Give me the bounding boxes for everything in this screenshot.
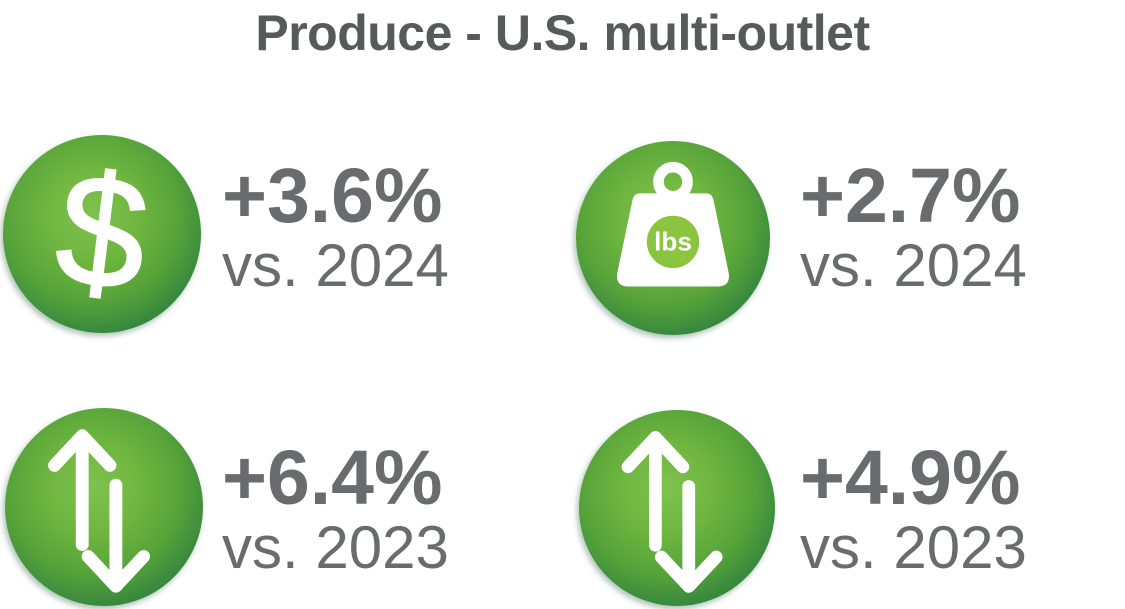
up-arrow-head [48,429,117,472]
down-arrow-head [81,550,151,593]
stat-pounds-vs-2024: +2.7% vs. 2024 [800,158,1027,296]
lbs-label: lbs [654,227,692,257]
up-down-arrows-icon [5,408,203,606]
stat-value: +6.4% [222,435,443,521]
up-arrow-head [621,431,690,474]
stat-value: +3.6% [222,153,443,239]
stat-comparison: vs. 2024 [800,232,1027,299]
stat-dollar-sales-vs-2024: +3.6% vs. 2024 [222,158,449,296]
stat-comparison: vs. 2024 [222,232,449,299]
weight-lbs-icon: lbs [576,141,770,335]
dollar-glyph: $ [48,139,157,325]
dollar-icon: $ [3,135,201,333]
stat-value: +4.9% [800,435,1021,521]
weight-handle [653,161,693,202]
down-arrow-head [654,550,723,593]
stat-comparison: vs. 2023 [800,514,1027,581]
page-title: Produce - U.S. multi-outlet [255,5,870,61]
stat-comparison: vs. 2023 [222,514,449,581]
lbs-badge [646,215,700,269]
stat-value: +2.7% [800,153,1021,239]
stat-dollar-sales-vs-2023: +6.4% vs. 2023 [222,440,449,578]
stat-pounds-vs-2023: +4.9% vs. 2023 [800,440,1027,578]
up-down-arrows-icon [579,410,775,606]
